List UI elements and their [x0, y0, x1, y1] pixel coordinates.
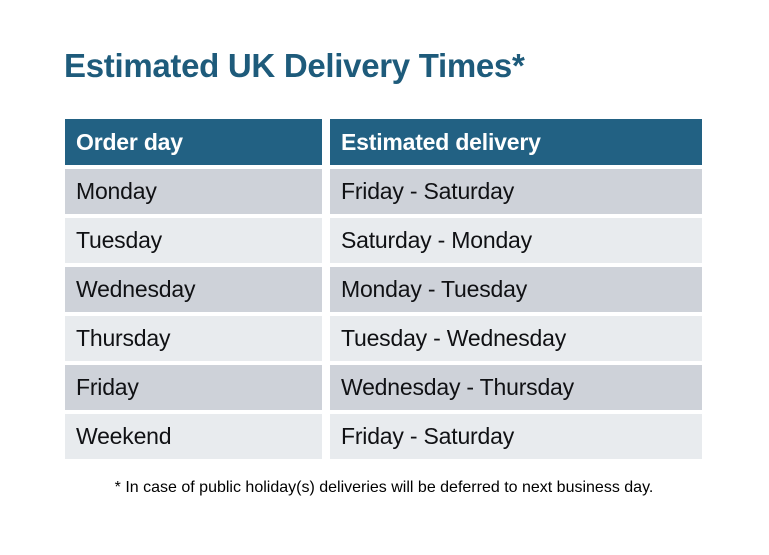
column-header-estimated-delivery: Estimated delivery: [330, 119, 702, 165]
order-day-cell: Tuesday: [65, 218, 322, 263]
page-title: Estimated UK Delivery Times*: [64, 47, 525, 84]
delivery-cell: Saturday - Monday: [330, 218, 702, 263]
delivery-cell: Tuesday - Wednesday: [330, 316, 702, 361]
delivery-times-table: Order day Estimated delivery Monday Frid…: [65, 119, 702, 459]
footnote: * In case of public holiday(s) deliverie…: [114, 479, 654, 496]
order-day-cell: Thursday: [65, 316, 322, 361]
order-day-cell: Weekend: [65, 414, 322, 459]
order-day-cell: Monday: [65, 169, 322, 214]
order-day-cell: Wednesday: [65, 267, 322, 312]
delivery-cell: Monday - Tuesday: [330, 267, 702, 312]
delivery-cell: Friday - Saturday: [330, 414, 702, 459]
order-day-cell: Friday: [65, 365, 322, 410]
column-header-order-day: Order day: [65, 119, 322, 165]
delivery-cell: Wednesday - Thursday: [330, 365, 702, 410]
delivery-cell: Friday - Saturday: [330, 169, 702, 214]
